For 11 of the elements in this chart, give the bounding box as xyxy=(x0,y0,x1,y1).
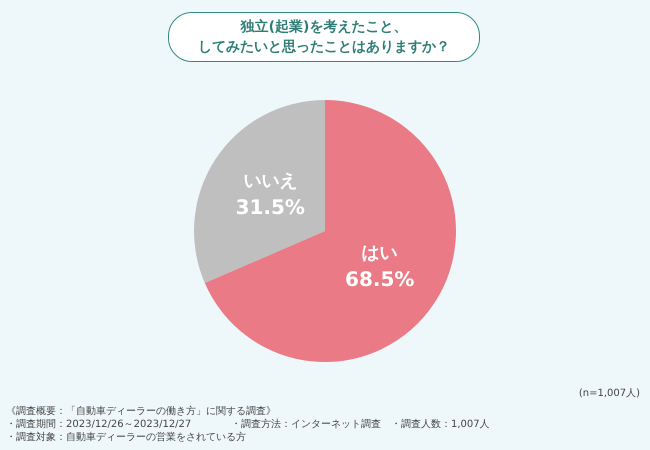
text: ・調査対象：自動車ディーラーの営業をされている方 xyxy=(6,431,247,444)
text: (n=1,007人) xyxy=(578,387,640,400)
text: ・調査人数：1,007人 xyxy=(391,418,491,431)
data-label: 31.5% xyxy=(236,195,305,220)
slice-label: はい xyxy=(362,242,398,264)
slice-label: いいえ xyxy=(243,170,298,192)
text: 《調査概要：「自動車ディーラーの働き方」に関する調査》 xyxy=(6,405,277,418)
text: ・調査方法：インターネット調査 xyxy=(231,418,382,431)
text: ・調査期間：2023/12/26～2023/12/27 xyxy=(6,418,192,431)
chart-title: 独立(起業)を考えたこと、してみたいと思ったことはありますか？ xyxy=(168,12,480,62)
data-label: 68.5% xyxy=(345,267,414,292)
